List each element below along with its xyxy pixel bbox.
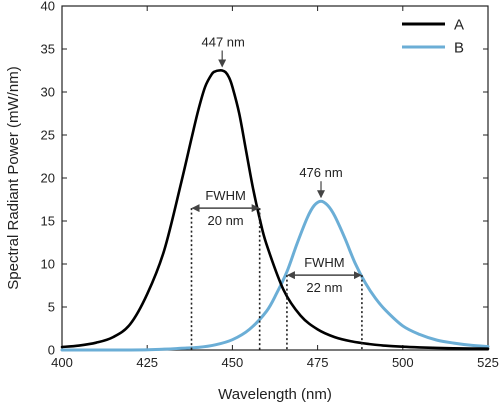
fwhm-a-value-label: 20 nm xyxy=(208,213,244,228)
y-tick-label: 40 xyxy=(41,0,55,14)
x-tick-label: 425 xyxy=(136,355,158,370)
series-lines xyxy=(60,69,490,352)
fwhm-a-label: FWHM xyxy=(205,188,245,203)
peak-a-label: 447 nm xyxy=(201,35,244,50)
fwhm-b-label: FWHM xyxy=(304,255,344,270)
y-tick-label: 0 xyxy=(48,343,55,358)
x-tick-label: 500 xyxy=(392,355,414,370)
annotations: 447 nm 476 nm FWHM 20 nm FWHM 22 nm xyxy=(190,35,363,350)
y-tick-label: 30 xyxy=(41,85,55,100)
y-tick-label: 25 xyxy=(41,128,55,143)
y-tick-label: 20 xyxy=(41,171,55,186)
y-tick-label: 5 xyxy=(48,300,55,315)
y-tick-label: 15 xyxy=(41,214,55,229)
fwhm-b-value-label: 22 nm xyxy=(306,280,342,295)
x-tick-label: 475 xyxy=(307,355,329,370)
y-tick-label: 10 xyxy=(41,257,55,272)
x-tick-label: 525 xyxy=(477,355,499,370)
legend-label-a: A xyxy=(454,17,464,34)
ticks: 400 425 450 475 500 525 0 5 10 15 20 25 30 35 40 xyxy=(41,0,499,370)
y-tick-label: 35 xyxy=(41,42,55,57)
series-line-b xyxy=(60,199,490,352)
x-tick-label: 450 xyxy=(222,355,244,370)
series-line-a xyxy=(60,69,490,351)
legend: A B xyxy=(402,17,464,57)
peak-b-label: 476 nm xyxy=(299,165,342,180)
legend-label-b: B xyxy=(454,40,464,57)
x-tick-label: 400 xyxy=(51,355,73,370)
y-axis-label: Spectral Radiant Power (mW/nm) xyxy=(5,66,22,289)
x-axis-label: Wavelength (nm) xyxy=(218,386,332,403)
